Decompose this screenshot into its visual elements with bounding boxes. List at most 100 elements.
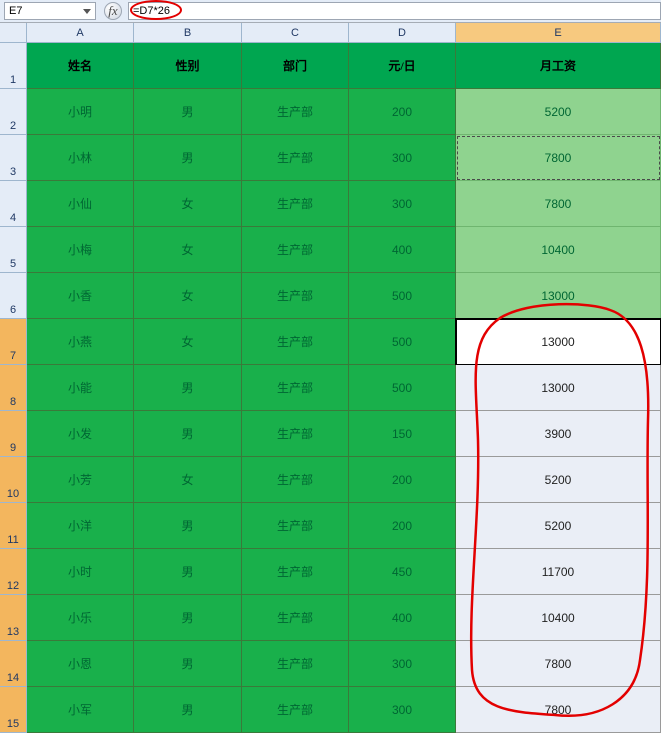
row-header-10[interactable]: 10	[0, 457, 27, 503]
salary-cell[interactable]: 10400	[456, 595, 661, 641]
data-cell[interactable]: 小军	[27, 687, 134, 733]
data-cell[interactable]: 400	[349, 595, 456, 641]
data-cell[interactable]: 450	[349, 549, 456, 595]
data-cell[interactable]: 男	[134, 365, 242, 411]
data-cell[interactable]: 男	[134, 135, 242, 181]
column-header-D[interactable]: D	[349, 23, 456, 43]
data-cell[interactable]: 200	[349, 89, 456, 135]
data-cell[interactable]: 小梅	[27, 227, 134, 273]
salary-cell[interactable]: 5200	[456, 457, 661, 503]
data-cell[interactable]: 300	[349, 641, 456, 687]
salary-cell[interactable]: 7800	[456, 687, 661, 733]
row-header-8[interactable]: 8	[0, 365, 27, 411]
data-cell[interactable]: 生产部	[242, 89, 349, 135]
row-header-1[interactable]: 1	[0, 43, 27, 89]
data-cell[interactable]: 男	[134, 411, 242, 457]
row-header-9[interactable]: 9	[0, 411, 27, 457]
salary-cell[interactable]: 3900	[456, 411, 661, 457]
data-cell[interactable]: 小能	[27, 365, 134, 411]
data-cell[interactable]: 生产部	[242, 319, 349, 365]
header-cell[interactable]: 性别	[134, 43, 242, 89]
data-cell[interactable]: 300	[349, 181, 456, 227]
row-header-11[interactable]: 11	[0, 503, 27, 549]
data-cell[interactable]: 小乐	[27, 595, 134, 641]
row-header-14[interactable]: 14	[0, 641, 27, 687]
salary-cell[interactable]: 5200	[456, 503, 661, 549]
header-cell[interactable]: 元/日	[349, 43, 456, 89]
formula-input[interactable]: =D7*26	[128, 2, 661, 20]
data-cell[interactable]: 生产部	[242, 457, 349, 503]
data-cell[interactable]: 生产部	[242, 411, 349, 457]
header-cell[interactable]: 姓名	[27, 43, 134, 89]
fx-button[interactable]: fx	[104, 2, 122, 20]
data-cell[interactable]: 300	[349, 135, 456, 181]
data-cell[interactable]: 小时	[27, 549, 134, 595]
data-cell[interactable]: 小香	[27, 273, 134, 319]
row-header-6[interactable]: 6	[0, 273, 27, 319]
data-cell[interactable]: 生产部	[242, 549, 349, 595]
data-cell[interactable]: 女	[134, 227, 242, 273]
data-cell[interactable]: 200	[349, 457, 456, 503]
column-header-A[interactable]: A	[27, 23, 134, 43]
salary-cell[interactable]: 10400	[456, 227, 661, 273]
data-cell[interactable]: 女	[134, 457, 242, 503]
column-header-B[interactable]: B	[134, 23, 242, 43]
data-cell[interactable]: 小洋	[27, 503, 134, 549]
salary-cell[interactable]: 7800	[456, 135, 661, 181]
data-cell[interactable]: 200	[349, 503, 456, 549]
data-cell[interactable]: 生产部	[242, 687, 349, 733]
data-cell[interactable]: 生产部	[242, 227, 349, 273]
column-header-C[interactable]: C	[242, 23, 349, 43]
data-cell[interactable]: 生产部	[242, 135, 349, 181]
data-cell[interactable]: 小仙	[27, 181, 134, 227]
data-cell[interactable]: 500	[349, 365, 456, 411]
row-header-13[interactable]: 13	[0, 595, 27, 641]
data-cell[interactable]: 小林	[27, 135, 134, 181]
row-header-7[interactable]: 7	[0, 319, 27, 365]
salary-cell[interactable]: 13000	[456, 319, 661, 365]
data-cell[interactable]: 男	[134, 549, 242, 595]
row-header-12[interactable]: 12	[0, 549, 27, 595]
data-cell[interactable]: 女	[134, 319, 242, 365]
data-cell[interactable]: 男	[134, 687, 242, 733]
salary-cell[interactable]: 11700	[456, 549, 661, 595]
select-all-corner[interactable]	[0, 23, 27, 43]
data-cell[interactable]: 生产部	[242, 181, 349, 227]
data-cell[interactable]: 男	[134, 503, 242, 549]
data-cell[interactable]: 500	[349, 273, 456, 319]
data-cell[interactable]: 生产部	[242, 365, 349, 411]
column-header-E[interactable]: E	[456, 23, 661, 43]
salary-cell[interactable]: 13000	[456, 273, 661, 319]
data-cell[interactable]: 150	[349, 411, 456, 457]
data-cell[interactable]: 500	[349, 319, 456, 365]
chevron-down-icon[interactable]	[83, 9, 91, 14]
salary-cell[interactable]: 5200	[456, 89, 661, 135]
data-cell[interactable]: 生产部	[242, 273, 349, 319]
header-cell[interactable]: 部门	[242, 43, 349, 89]
data-cell[interactable]: 女	[134, 273, 242, 319]
row-header-2[interactable]: 2	[0, 89, 27, 135]
salary-cell[interactable]: 7800	[456, 181, 661, 227]
data-cell[interactable]: 生产部	[242, 641, 349, 687]
row-header-5[interactable]: 5	[0, 227, 27, 273]
row-header-4[interactable]: 4	[0, 181, 27, 227]
row-header-15[interactable]: 15	[0, 687, 27, 733]
data-cell[interactable]: 女	[134, 181, 242, 227]
data-cell[interactable]: 小发	[27, 411, 134, 457]
data-cell[interactable]: 小恩	[27, 641, 134, 687]
data-cell[interactable]: 小芳	[27, 457, 134, 503]
data-cell[interactable]: 男	[134, 89, 242, 135]
data-cell[interactable]: 男	[134, 641, 242, 687]
data-cell[interactable]: 400	[349, 227, 456, 273]
name-box[interactable]: E7	[4, 2, 96, 20]
data-cell[interactable]: 男	[134, 595, 242, 641]
salary-cell[interactable]: 7800	[456, 641, 661, 687]
row-header-3[interactable]: 3	[0, 135, 27, 181]
header-cell[interactable]: 月工资	[456, 43, 661, 89]
data-cell[interactable]: 小明	[27, 89, 134, 135]
data-cell[interactable]: 生产部	[242, 595, 349, 641]
data-cell[interactable]: 生产部	[242, 503, 349, 549]
data-cell[interactable]: 小燕	[27, 319, 134, 365]
salary-cell[interactable]: 13000	[456, 365, 661, 411]
data-cell[interactable]: 300	[349, 687, 456, 733]
